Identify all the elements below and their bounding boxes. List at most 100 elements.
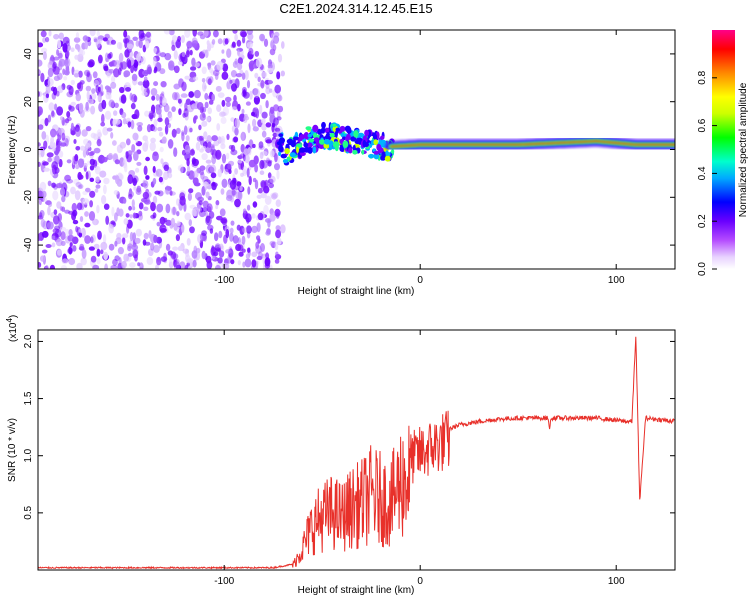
noise-blob xyxy=(138,210,143,217)
noise-blob xyxy=(169,257,173,267)
snr-panel: -100 0 100 0.5 1.0 1.5 2.0 Height of straight… xyxy=(5,315,676,596)
noise-blob xyxy=(75,32,80,39)
noise-blob xyxy=(80,257,87,266)
colorbar-tick-label: 0.0 xyxy=(697,262,708,276)
noise-blob xyxy=(71,202,78,212)
noise-blob xyxy=(73,37,81,43)
noise-blob xyxy=(163,164,169,172)
noise-blob xyxy=(132,175,139,184)
noise-blob xyxy=(244,113,248,119)
noise-blob xyxy=(181,224,185,233)
noise-blob xyxy=(242,227,248,234)
noise-blob xyxy=(167,172,173,179)
noise-blob xyxy=(114,102,119,109)
noise-blob xyxy=(257,212,264,221)
noise-blob xyxy=(230,144,236,152)
noise-blob xyxy=(229,79,233,84)
noise-blob xyxy=(204,49,209,58)
noise-blob xyxy=(140,56,146,65)
noise-blob xyxy=(48,60,54,66)
noise-blob xyxy=(121,233,129,239)
noise-blob xyxy=(277,94,283,102)
noise-blob xyxy=(219,243,224,250)
noise-blob xyxy=(202,82,207,92)
noise-blob xyxy=(88,246,95,251)
noise-blob xyxy=(190,66,197,71)
noise-blob xyxy=(68,229,73,236)
noise-blob xyxy=(119,174,124,180)
noise-blob xyxy=(90,234,96,243)
noise-blob xyxy=(81,129,88,137)
noise-blob xyxy=(229,227,234,234)
noise-blob xyxy=(132,212,137,219)
noise-blob xyxy=(185,135,190,142)
noise-blob xyxy=(70,122,74,131)
noise-blob xyxy=(251,251,258,258)
noise-blob xyxy=(231,41,236,48)
noise-blob xyxy=(261,123,267,131)
snr-x-axis-label: Height of straight line (km) xyxy=(298,585,415,596)
noise-blob xyxy=(89,158,96,166)
noise-blob xyxy=(197,234,203,244)
noise-blob xyxy=(138,39,143,49)
noise-blob xyxy=(185,50,190,58)
noise-blob xyxy=(107,53,112,60)
noise-blob xyxy=(251,111,255,117)
noise-blob xyxy=(215,149,222,160)
noise-blob xyxy=(55,183,63,189)
noise-blob xyxy=(43,197,47,203)
noise-blob xyxy=(41,249,48,254)
x-tick-label: 100 xyxy=(608,275,625,286)
noise-blob xyxy=(74,54,79,60)
noise-blob xyxy=(104,110,112,120)
noise-blob xyxy=(158,176,163,183)
colorbar-tick-label: 0.8 xyxy=(697,70,708,84)
noise-blob xyxy=(130,119,135,130)
signal-blob xyxy=(368,154,375,159)
noise-blob xyxy=(230,259,235,265)
noise-blob xyxy=(138,202,144,210)
noise-blob xyxy=(73,178,80,185)
noise-blob xyxy=(165,243,171,251)
noise-blob xyxy=(233,136,239,143)
noise-blob xyxy=(47,206,51,216)
noise-blob xyxy=(175,127,181,134)
signal-blob xyxy=(340,132,345,138)
noise-blob xyxy=(145,156,151,162)
snr-x-ticks: -100 0 100 xyxy=(214,330,625,587)
noise-blob xyxy=(257,76,261,83)
noise-blob xyxy=(242,91,250,99)
noise-blob xyxy=(68,104,72,110)
signal-blob xyxy=(373,139,379,146)
noise-blob xyxy=(256,235,261,241)
noise-blob xyxy=(103,184,107,195)
noise-blob xyxy=(89,30,96,37)
noise-blob xyxy=(58,150,64,158)
noise-blob xyxy=(64,174,71,182)
signal-blob xyxy=(329,133,335,138)
noise-blob xyxy=(214,232,219,242)
noise-blob xyxy=(220,188,225,195)
noise-blob xyxy=(204,101,209,109)
noise-blob xyxy=(220,111,228,117)
noise-blob xyxy=(208,99,214,105)
noise-blob xyxy=(265,100,269,109)
noise-blob xyxy=(274,152,278,163)
noise-blob xyxy=(237,57,243,65)
noise-blob xyxy=(237,159,243,164)
noise-blob xyxy=(191,208,197,217)
noise-blob xyxy=(173,147,178,158)
noise-blob xyxy=(141,91,148,97)
signal-blob xyxy=(346,127,351,132)
noise-blob xyxy=(199,239,204,249)
noise-blob xyxy=(204,92,209,101)
noise-blob xyxy=(215,85,222,92)
noise-blob xyxy=(172,35,178,43)
noise-blob xyxy=(171,206,177,216)
noise-blob xyxy=(269,240,277,247)
noise-blob xyxy=(163,171,169,181)
noise-blob xyxy=(85,85,92,92)
noise-blob xyxy=(159,146,164,153)
noise-blob xyxy=(148,230,152,239)
